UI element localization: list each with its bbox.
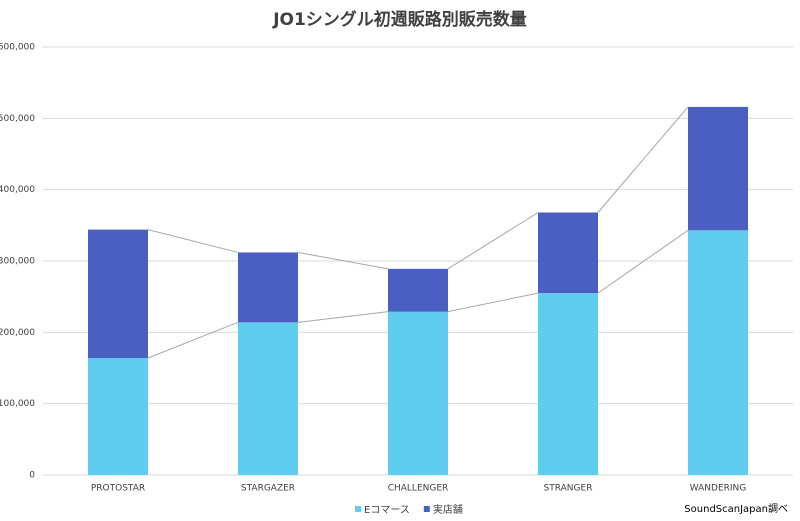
y-tick-label: 200,000 [0,328,35,338]
bar-segment [88,358,148,475]
bar-segment [388,311,448,475]
bar-segment [388,268,448,312]
series-connector [597,106,689,213]
y-tick-label: 0 [29,471,35,481]
y-tick-label: 600,000 [0,43,35,53]
series-connector [297,311,389,323]
series-connector [147,321,239,359]
series-connector [597,229,689,294]
bar-segment [688,106,748,231]
y-tick-label: 300,000 [0,257,35,267]
series-connector [147,229,239,253]
legend-swatch [423,506,430,512]
source-note: SoundScanJapan調べ [684,502,788,515]
y-tick-label: 400,000 [0,185,35,195]
bar-segment [238,322,298,475]
bar-segment [238,252,298,323]
y-tick-label: 500,000 [0,114,35,124]
series-connector [447,212,539,270]
x-tick-label: STRANGER [544,484,593,494]
chart-title: JO1シングル初週販路別販売数量 [272,9,527,30]
series-connector [447,292,539,313]
legend-label: Eコマース [364,505,410,516]
bar-segment [88,229,148,359]
x-tick-label: PROTOSTAR [91,484,145,494]
bar-segment [538,212,598,294]
series-connector [297,251,389,270]
bar-segment [688,230,748,475]
x-tick-label: CHALLENGER [388,484,449,494]
y-tick-label: 100,000 [0,399,35,409]
bar-segment [538,293,598,475]
legend-label: 実店舗 [433,503,463,516]
x-tick-label: WANDERING [690,484,747,494]
legend-swatch [355,506,361,512]
x-tick-label: STARGAZER [241,484,295,494]
